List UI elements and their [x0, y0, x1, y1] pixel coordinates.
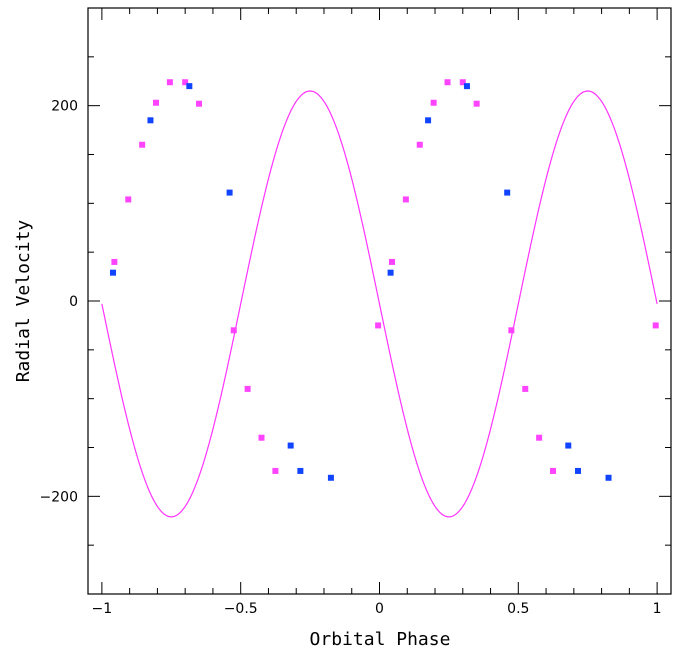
- magenta-data-point: [536, 434, 543, 441]
- magenta-data-point: [375, 322, 382, 329]
- blue-data-point: [575, 467, 581, 474]
- x-tick-label: 0: [375, 601, 384, 617]
- magenta-data-point: [416, 141, 423, 148]
- magenta-data-point: [430, 99, 437, 106]
- blue-data-point: [186, 83, 193, 90]
- magenta-data-point: [139, 141, 146, 148]
- x-tick-label: 0.5: [507, 601, 529, 617]
- sinusoid-fit-curve: [101, 90, 658, 518]
- blue-data-point: [387, 269, 394, 276]
- magenta-data-point: [258, 434, 265, 441]
- magenta-data-point: [652, 322, 659, 329]
- axis-ticks: [88, 7, 671, 595]
- magenta-data-point: [388, 258, 395, 265]
- blue-data-point: [297, 467, 304, 474]
- axis-tick-labels: −1 −0.5 0 0.5 1 −200 0 200: [40, 99, 662, 617]
- blue-data-point: [226, 189, 233, 196]
- magenta-data-point: [522, 385, 529, 392]
- blue-data-point: [109, 269, 116, 276]
- blue-data-point: [605, 474, 612, 481]
- magenta-data-point: [244, 385, 251, 392]
- y-tick-label: 200: [51, 99, 78, 115]
- magenta-data-point: [196, 100, 203, 107]
- magenta-data-point: [459, 79, 466, 86]
- magenta-data-point: [402, 196, 409, 203]
- blue-data-point: [504, 189, 511, 196]
- blue-data-point: [463, 83, 470, 90]
- x-tick-label: −1: [92, 601, 113, 617]
- data-points: [109, 79, 659, 481]
- x-tick-label: −0.5: [224, 601, 258, 617]
- blue-data-point: [327, 474, 334, 481]
- magenta-data-point: [272, 467, 279, 474]
- magenta-data-point: [111, 258, 118, 265]
- magenta-data-point: [125, 196, 132, 203]
- magenta-data-point: [230, 327, 237, 334]
- blue-data-point: [147, 117, 154, 124]
- y-tick-label: −200: [40, 489, 78, 505]
- magenta-data-point: [444, 79, 451, 86]
- y-axis-title: Radial Velocity: [13, 220, 34, 383]
- magenta-data-point: [182, 79, 189, 86]
- blue-data-point: [425, 117, 432, 124]
- magenta-data-point: [473, 100, 480, 107]
- x-tick-label: 1: [653, 601, 662, 617]
- magenta-data-point: [166, 79, 173, 86]
- magenta-data-point: [153, 99, 160, 106]
- x-axis-title: Orbital Phase: [310, 629, 451, 650]
- blue-data-point: [565, 442, 572, 449]
- blue-data-point: [287, 442, 294, 449]
- magenta-data-point: [508, 327, 515, 334]
- y-tick-label: 0: [69, 294, 78, 310]
- magenta-data-point: [550, 467, 557, 474]
